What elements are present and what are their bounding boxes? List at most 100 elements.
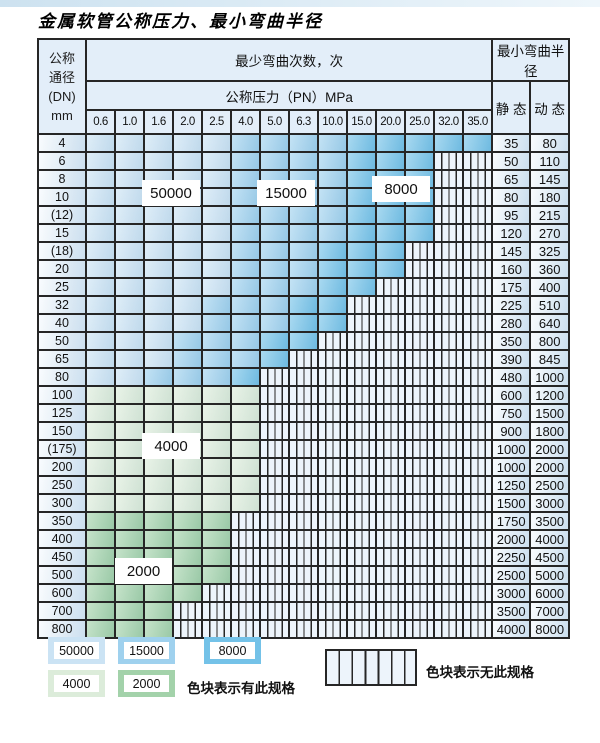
legend-unavailable-label: 色块表示无此规格 — [426, 665, 534, 680]
zone-cell-4000 — [85, 439, 116, 459]
zone-cell-50000 — [114, 259, 145, 279]
dynamic-value-cell: 270 — [529, 223, 571, 243]
zone-cell-4000 — [172, 385, 203, 405]
no-spec-cell — [346, 421, 377, 441]
zone-cell-2000 — [114, 529, 145, 549]
zone-cell-50000 — [114, 133, 145, 153]
zone-cell-50000 — [85, 133, 116, 153]
zone-cell-15000 — [230, 313, 261, 333]
zone-cell-50000 — [143, 295, 174, 315]
no-spec-cell — [172, 619, 203, 639]
zone-cell-8000 — [259, 331, 290, 351]
zone-cell-2000 — [85, 565, 116, 585]
static-value-cell: 1250 — [491, 475, 532, 495]
table-body: 4 35 80 6 50 110 8 65 145 10 80 180 (12) 95 215 15 120 27… — [37, 133, 571, 639]
dn-cell: 50 — [37, 331, 87, 351]
zone-cell-15000 — [230, 187, 261, 207]
zone-cell-2000 — [172, 511, 203, 531]
no-spec-cell — [317, 385, 348, 405]
zone-cell-50000 — [201, 259, 232, 279]
no-spec-cell — [201, 601, 232, 621]
static-value-cell: 95 — [491, 205, 532, 225]
dn-cell: 600 — [37, 583, 87, 603]
no-spec-cell — [375, 457, 406, 477]
no-spec-cell — [317, 619, 348, 639]
no-spec-cell — [404, 565, 435, 585]
no-spec-cell — [346, 313, 377, 333]
no-spec-cell — [259, 511, 290, 531]
no-spec-cell — [461, 403, 494, 423]
dynamic-value-cell: 510 — [529, 295, 571, 315]
zone-cell-50000 — [85, 169, 116, 189]
zone-cell-50000 — [114, 331, 145, 351]
zone-cell-50000 — [143, 241, 174, 261]
zone-cell-15000 — [288, 151, 319, 171]
zone-cell-50000 — [201, 241, 232, 261]
table-row: 65 390 845 — [37, 349, 571, 369]
no-spec-cell — [461, 205, 494, 225]
no-spec-cell — [404, 475, 435, 495]
no-spec-cell — [461, 187, 494, 207]
zone-cell-15000 — [259, 259, 290, 279]
zone-cell-50000 — [114, 187, 145, 207]
legend-swatch-50000: 50000 — [48, 637, 105, 664]
static-value-cell: 3500 — [491, 601, 532, 621]
no-spec-cell — [288, 547, 319, 567]
zone-cell-2000 — [85, 619, 116, 639]
dn-header-line: 公称 — [48, 50, 75, 66]
dn-cell: 150 — [37, 421, 87, 441]
table-row: 250 1250 2500 — [37, 475, 571, 495]
page-top-strip — [0, 0, 600, 7]
no-spec-cell — [230, 601, 261, 621]
no-spec-cell — [461, 331, 494, 351]
static-value-cell: 480 — [491, 367, 532, 387]
zone-label-15000: 15000 — [257, 180, 315, 206]
zone-cell-50000 — [143, 205, 174, 225]
no-spec-cell — [230, 511, 261, 531]
zone-cell-15000 — [201, 349, 232, 369]
dynamic-value-cell: 3500 — [529, 511, 571, 531]
zone-cell-50000 — [114, 151, 145, 171]
legend-swatch-value: 50000 — [54, 642, 99, 659]
no-spec-cell — [433, 619, 464, 639]
zone-cell-8000 — [346, 133, 377, 153]
no-spec-cell — [288, 385, 319, 405]
zone-cell-8000 — [375, 259, 406, 279]
legend-swatch-value: 8000 — [210, 642, 255, 659]
zone-cell-2000 — [201, 529, 232, 549]
static-value-cell: 145 — [491, 241, 532, 261]
no-spec-cell — [317, 331, 348, 351]
zone-cell-4000 — [143, 457, 174, 477]
no-spec-cell — [433, 403, 464, 423]
zone-cell-50000 — [114, 223, 145, 243]
no-spec-cell — [259, 403, 290, 423]
pressure-value-header: 2.5 — [201, 109, 232, 135]
no-spec-cell — [404, 241, 435, 261]
no-spec-cell — [404, 547, 435, 567]
no-spec-cell — [433, 583, 464, 603]
no-spec-cell — [346, 349, 377, 369]
legend-no-spec-swatch — [325, 649, 417, 686]
zone-cell-8000 — [404, 223, 435, 243]
dn-cell: 350 — [37, 511, 87, 531]
dynamic-header: 动 态 — [529, 80, 571, 135]
zone-cell-15000 — [259, 313, 290, 333]
no-spec-cell — [259, 583, 290, 603]
zone-cell-8000 — [375, 151, 406, 171]
no-spec-cell — [404, 439, 435, 459]
no-spec-cell — [375, 493, 406, 513]
zone-cell-8000 — [317, 313, 348, 333]
no-spec-cell — [172, 601, 203, 621]
zone-cell-50000 — [143, 277, 174, 297]
zone-cell-4000 — [230, 403, 261, 423]
zone-cell-50000 — [172, 259, 203, 279]
dn-cell: 450 — [37, 547, 87, 567]
zone-cell-50000 — [201, 205, 232, 225]
static-value-cell: 390 — [491, 349, 532, 369]
no-spec-cell — [375, 349, 406, 369]
no-spec-cell — [346, 295, 377, 315]
no-spec-cell — [433, 601, 464, 621]
no-spec-cell — [375, 565, 406, 585]
no-spec-cell — [461, 421, 494, 441]
zone-cell-2000 — [172, 565, 203, 585]
